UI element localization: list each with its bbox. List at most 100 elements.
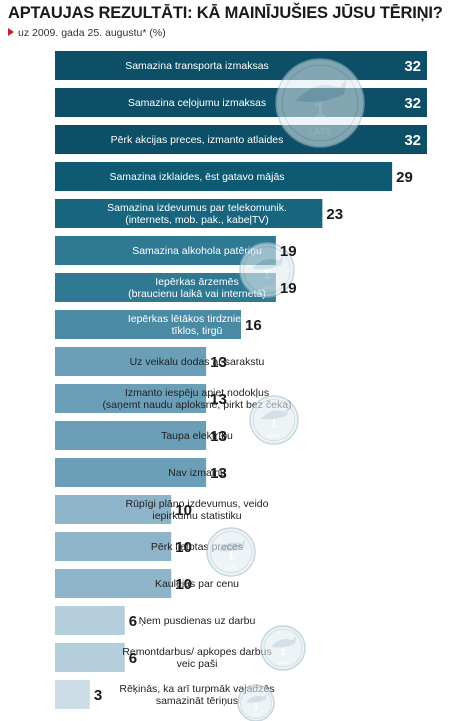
bar bbox=[55, 88, 427, 117]
value-label: 6 bbox=[129, 650, 137, 667]
value-label: 32 bbox=[404, 132, 421, 149]
value-label: 16 bbox=[245, 317, 262, 334]
bar-label: Uz veikalu dodas ar sarakstu bbox=[130, 356, 265, 368]
bar bbox=[55, 384, 207, 413]
coin-rim bbox=[260, 625, 306, 671]
coin-icon: 1 LATS bbox=[206, 527, 256, 577]
bar-row: Pērk akcijas preces, izmanto atlaides bbox=[55, 125, 427, 154]
bar-label: Samazina ceļojumu izmaksas bbox=[128, 97, 266, 109]
bar bbox=[55, 421, 207, 450]
bar bbox=[55, 236, 276, 265]
coin-value: 1 bbox=[254, 701, 259, 711]
coin-value: 1 bbox=[271, 419, 278, 431]
subtitle-text: uz 2009. gada 25. augustu* (%) bbox=[18, 27, 166, 39]
coin-rim bbox=[239, 242, 295, 298]
coin-lats-text: LATS bbox=[268, 433, 281, 439]
bar-label: veic paši bbox=[177, 658, 218, 670]
value-label: 13 bbox=[210, 354, 227, 371]
bar bbox=[55, 532, 172, 561]
chart-subtitle: uz 2009. gada 25. augustu* (%) bbox=[8, 27, 166, 39]
bar-label: Taupa elektrību bbox=[161, 430, 233, 442]
coin-inner-ring bbox=[252, 398, 296, 442]
triangle-marker-icon bbox=[8, 28, 14, 36]
coin-lats-text: LATS bbox=[309, 127, 331, 137]
bar-label: tīklos, tirgū bbox=[172, 325, 223, 337]
salmon-icon bbox=[252, 255, 284, 270]
coin-icon: 1 LATS bbox=[239, 242, 295, 298]
bar-label: Samazina izdevumus par telekomunik. bbox=[107, 202, 287, 214]
bar bbox=[55, 643, 125, 672]
bar-label: (internets, mob. pak., kabeļTV) bbox=[125, 214, 269, 226]
coin-icon: 1 LATS bbox=[237, 684, 275, 721]
coin-lats-text: LATS bbox=[260, 285, 274, 291]
value-label: 32 bbox=[404, 95, 421, 112]
bar-row: Samazina transporta izmaksas bbox=[55, 51, 427, 80]
bar-label: Iepērkas ārzemēs bbox=[155, 276, 238, 288]
coin-rim bbox=[275, 58, 365, 148]
salmon-icon bbox=[217, 538, 246, 552]
coin-lats-text: LATS bbox=[251, 713, 261, 717]
value-label: 13 bbox=[210, 465, 227, 482]
bar bbox=[55, 347, 207, 376]
coin-inner-ring bbox=[281, 64, 359, 142]
value-label: 32 bbox=[404, 58, 421, 75]
bar-label: Iepērkas lētākos tirdzniecības bbox=[128, 313, 266, 325]
bar bbox=[55, 569, 172, 598]
coin-inner-ring bbox=[243, 246, 291, 294]
bar-row: Iepērkas ārzemēs(braucienu laikā vai int… bbox=[55, 273, 276, 302]
bar-label: Ņem pusdienas uz darbu bbox=[139, 615, 256, 627]
bar-row: Nav izmaiņu bbox=[55, 458, 226, 487]
bar-row: Samazina izklaides, ēst gatavo mājās bbox=[55, 162, 393, 191]
bar-label: Remontdarbus/ apkopes darbus bbox=[122, 646, 271, 658]
value-label: 13 bbox=[210, 428, 227, 445]
bar-label: Samazina izklaides, ēst gatavo mājās bbox=[109, 171, 284, 183]
coin-inner-ring bbox=[209, 530, 253, 574]
bar-label: (saņemt naudu aploksnē, pirkt bez čeka) bbox=[102, 399, 291, 411]
bar bbox=[55, 606, 125, 635]
bar bbox=[55, 125, 427, 154]
coin-value: 1 bbox=[280, 646, 286, 658]
coin-value: 1 bbox=[314, 99, 326, 122]
value-label: 10 bbox=[175, 539, 192, 556]
bar bbox=[55, 495, 172, 524]
bar bbox=[55, 458, 207, 487]
coin-rim bbox=[237, 684, 275, 721]
value-label: 10 bbox=[175, 502, 192, 519]
bar-label: Rēķinās, ka arī turpmāk vajadzēs bbox=[119, 683, 274, 695]
salmon-icon bbox=[295, 78, 347, 103]
value-label: 3 bbox=[94, 687, 102, 704]
value-label: 13 bbox=[210, 391, 227, 408]
coin-icon: 1 LATS bbox=[275, 58, 365, 148]
bar-label: Pērk akcijas preces, izmanto atlaides bbox=[111, 134, 284, 146]
bar-row: Ņem pusdienas uz darbu bbox=[55, 606, 256, 635]
coin-value: 1 bbox=[228, 551, 235, 563]
bar bbox=[55, 162, 393, 191]
bar-row: Samazina alkohola patēriņu bbox=[55, 236, 276, 265]
bar-label: Izmanto iespēju apiet nodokļus bbox=[125, 387, 269, 399]
chart-title: APTAUJAS REZULTĀTI: KĀ MAINĪJUŠIES JŪSU … bbox=[8, 4, 443, 22]
bar-label: Nav izmaiņu bbox=[168, 467, 226, 479]
bar bbox=[55, 273, 276, 302]
bar bbox=[55, 680, 90, 709]
bar-label: Kaulējas par cenu bbox=[155, 578, 239, 590]
coin-icon: 1 LATS bbox=[260, 625, 306, 671]
value-label: 29 bbox=[396, 169, 413, 186]
coin-rim bbox=[249, 395, 299, 445]
coin-lats-text: LATS bbox=[225, 565, 238, 571]
coin-inner-ring bbox=[240, 687, 272, 719]
value-label: 6 bbox=[129, 613, 137, 630]
coin-rim bbox=[206, 527, 256, 577]
bar-row: Rēķinās, ka arī turpmāk vajadzēssamazinā… bbox=[55, 680, 275, 709]
bar-row: Samazina ceļojumu izmaksas bbox=[55, 88, 427, 117]
bar-label: (braucienu laikā vai internetā) bbox=[128, 288, 266, 300]
value-label: 10 bbox=[175, 576, 192, 593]
bar-label: Rūpīgi plāno izdevumus, veido bbox=[125, 498, 268, 510]
bar-row: Taupa elektrību bbox=[55, 421, 233, 450]
bar bbox=[55, 199, 323, 228]
value-label: 23 bbox=[326, 206, 343, 223]
salmon-icon bbox=[270, 635, 297, 648]
